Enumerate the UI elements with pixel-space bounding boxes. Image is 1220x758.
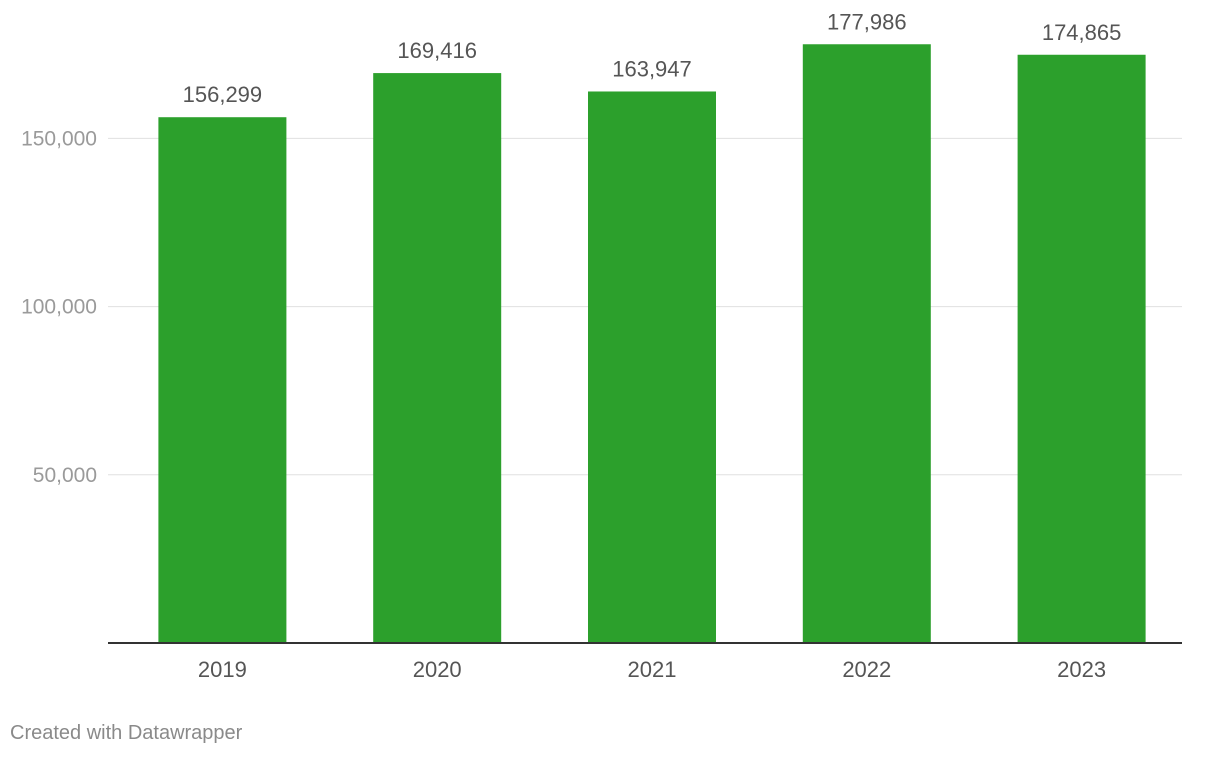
y-tick-label: 150,000 <box>21 127 97 150</box>
bar <box>1017 54 1146 643</box>
bar-value-label: 169,416 <box>397 38 477 63</box>
y-tick-label: 50,000 <box>33 464 97 487</box>
bar-value-label: 177,986 <box>827 9 907 34</box>
credit-text: Created with Datawrapper <box>10 722 243 744</box>
bar <box>588 91 716 643</box>
y-tick-label: 100,000 <box>21 296 97 319</box>
x-tick-label: 2021 <box>628 657 677 682</box>
x-tick-label: 2023 <box>1057 657 1106 682</box>
x-tick-label: 2019 <box>198 657 247 682</box>
bar-value-label: 156,299 <box>183 82 263 107</box>
bar <box>158 117 287 644</box>
x-tick-label: 2020 <box>413 657 462 682</box>
bar-value-label: 174,865 <box>1042 20 1122 45</box>
bar <box>802 44 931 643</box>
x-tick-label: 2022 <box>842 657 891 682</box>
bar <box>373 73 502 643</box>
bar-value-label: 163,947 <box>612 56 692 81</box>
